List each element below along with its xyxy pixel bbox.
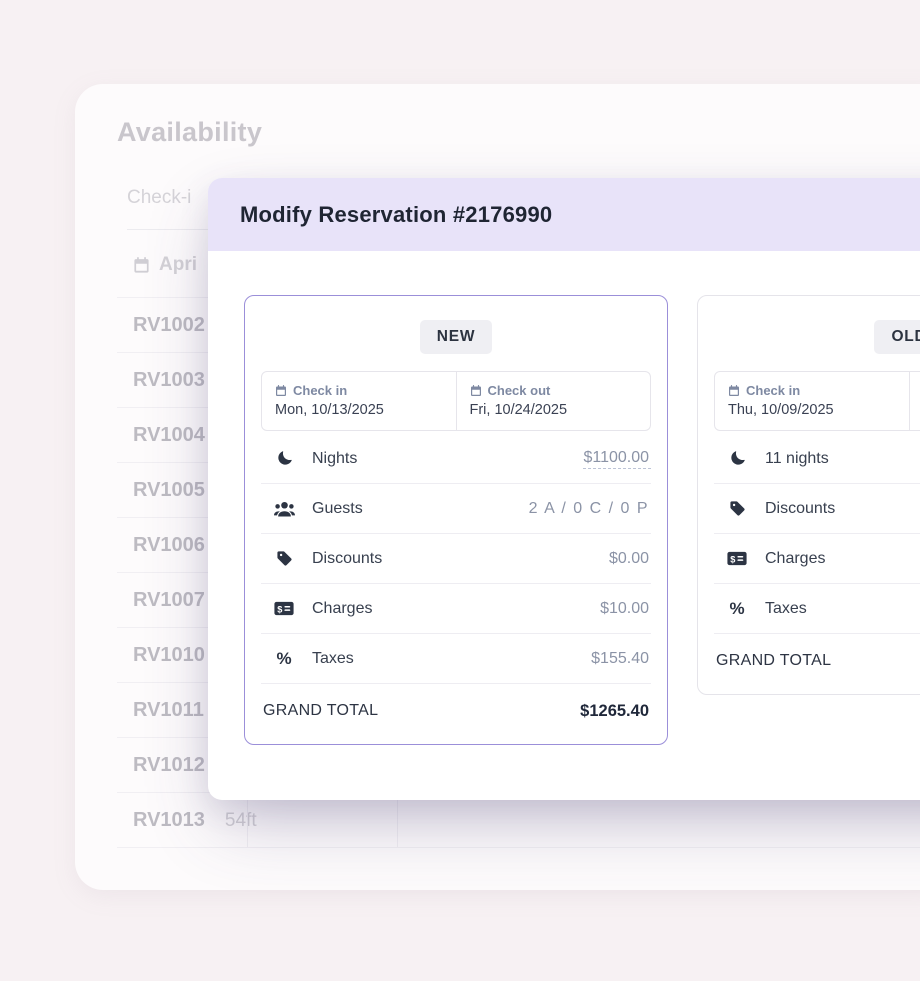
site-label: RV1012 xyxy=(133,754,205,776)
modal-body: NEW Check in Mon, 10/13/2025 Check out xyxy=(208,251,920,745)
check-out-label: Check out xyxy=(470,383,638,398)
check-out-label-text: Check out xyxy=(487,383,551,398)
old-reservation-card: OLD Check in Thu, 10/09/2025 xyxy=(697,295,920,695)
taxes-row: % Taxes $155.40 xyxy=(261,634,651,684)
nights-amount-editable[interactable]: $1100.00 xyxy=(583,449,651,469)
svg-text:$: $ xyxy=(730,554,735,564)
svg-text:$: $ xyxy=(277,604,282,614)
date-range-group: Check in Thu, 10/09/2025 xyxy=(714,371,920,431)
old-badge: OLD xyxy=(874,320,920,354)
calendar-icon xyxy=(470,384,481,396)
new-reservation-card: NEW Check in Mon, 10/13/2025 Check out xyxy=(244,295,668,745)
grand-total-row: GRAND TOTAL $1265.40 xyxy=(261,684,651,738)
date-range-group: Check in Mon, 10/13/2025 Check out Fri, … xyxy=(261,371,651,431)
nights-row: Nights $1100.00 xyxy=(261,434,651,484)
row-label: 11 nights xyxy=(765,449,829,467)
grand-total-label: GRAND TOTAL xyxy=(716,652,832,669)
check-in-label: Check in xyxy=(275,383,443,398)
site-label: RV1011 xyxy=(133,699,204,721)
grand-total-amount: $1265.40 xyxy=(580,701,649,720)
grid-line xyxy=(397,792,398,847)
check-in-label: Check in xyxy=(728,383,896,398)
divider xyxy=(127,229,208,230)
row-label: Nights xyxy=(312,449,358,467)
check-in-field: Check in Thu, 10/09/2025 xyxy=(715,372,910,430)
page-title: Availability xyxy=(117,117,263,147)
modal-header: Modify Reservation #2176990 xyxy=(208,178,920,251)
row-label: Taxes xyxy=(312,649,354,667)
grid-line xyxy=(247,792,248,847)
new-badge: NEW xyxy=(419,320,493,354)
discounts-row: Discounts $0.00 xyxy=(261,534,651,584)
row-label: Charges xyxy=(312,599,373,617)
site-label: RV1003 xyxy=(133,369,205,391)
check-in-date: Mon, 10/13/2025 xyxy=(275,402,384,418)
charge-rows: 11 nights Discounts $ Charges % xyxy=(714,434,920,688)
site-label: RV1013 xyxy=(133,809,205,831)
check-out-field[interactable]: Check out Fri, 10/24/2025 xyxy=(457,372,651,430)
guests-row: Guests 2 A / 0 C / 0 P xyxy=(261,484,651,534)
row-label: Discounts xyxy=(312,549,383,567)
check-in-label-text: Check in xyxy=(746,383,801,398)
site-label: RV1007 xyxy=(133,589,205,611)
row-label: Guests xyxy=(312,499,363,517)
discounts-row: Discounts xyxy=(714,484,920,534)
charge-rows: Nights $1100.00 Guests 2 A / 0 C / 0 P D… xyxy=(261,434,651,738)
money-bill-icon: $ xyxy=(724,551,750,566)
badge-wrap: NEW xyxy=(245,320,667,354)
guests-icon xyxy=(271,501,297,517)
row-label: Charges xyxy=(765,549,826,567)
row-label: Taxes xyxy=(765,599,807,617)
charges-row: $ Charges xyxy=(714,534,920,584)
calendar-icon xyxy=(276,384,286,396)
badge-wrap: OLD xyxy=(698,320,920,354)
table-row: RV1013 54ft xyxy=(117,793,920,848)
modify-reservation-modal: Modify Reservation #2176990 NEW Check in… xyxy=(208,178,920,800)
check-out-field xyxy=(910,372,920,430)
row-label: Discounts xyxy=(765,499,836,517)
site-label: RV1005 xyxy=(133,479,205,501)
tag-icon xyxy=(724,500,750,517)
charges-amount: $10.00 xyxy=(600,599,649,617)
calendar-icon xyxy=(729,384,739,396)
checkin-filter-label: Check-i xyxy=(127,187,192,208)
nights-row: 11 nights xyxy=(714,434,920,484)
site-label: RV1004 xyxy=(133,424,205,446)
percent-icon: % xyxy=(729,598,745,618)
check-in-field[interactable]: Check in Mon, 10/13/2025 xyxy=(262,372,457,430)
percent-icon: % xyxy=(276,648,292,668)
check-out-date: Fri, 10/24/2025 xyxy=(469,402,568,418)
modal-title: Modify Reservation #2176990 xyxy=(240,201,553,227)
month-label: Apri xyxy=(159,254,197,275)
site-label: RV1006 xyxy=(133,534,205,556)
money-bill-icon: $ xyxy=(271,601,297,616)
moon-icon xyxy=(724,450,750,467)
taxes-amount: $155.40 xyxy=(591,649,649,667)
site-label: RV1002 xyxy=(133,314,205,336)
site-label: RV1010 xyxy=(133,644,205,666)
discounts-amount: $0.00 xyxy=(608,549,649,567)
grand-total-label: GRAND TOTAL xyxy=(263,702,379,719)
taxes-row: % Taxes xyxy=(714,584,920,634)
check-in-date: Thu, 10/09/2025 xyxy=(728,402,834,418)
moon-icon xyxy=(271,450,297,467)
site-length-label: 54ft xyxy=(224,810,257,831)
check-in-label-text: Check in xyxy=(293,383,348,398)
tag-icon xyxy=(271,550,297,567)
calendar-icon xyxy=(134,256,149,273)
charges-row: $ Charges $10.00 xyxy=(261,584,651,634)
guests-count: 2 A / 0 C / 0 P xyxy=(528,499,649,517)
grand-total-row: GRAND TOTAL xyxy=(714,634,920,688)
month-header: Apri xyxy=(133,254,197,276)
